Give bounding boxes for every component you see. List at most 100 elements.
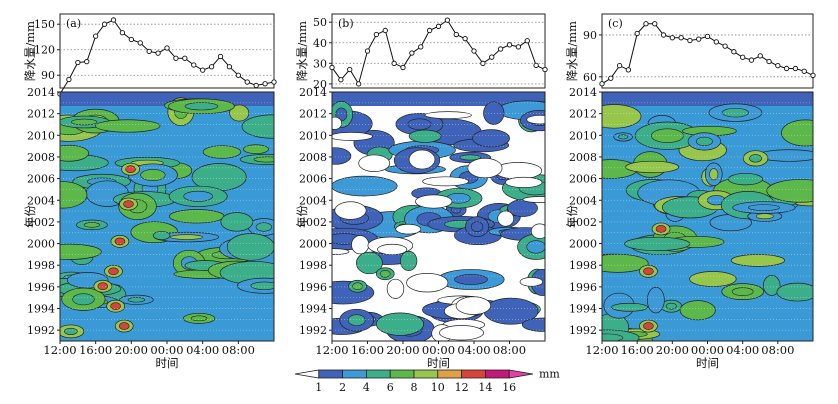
contour-region xyxy=(220,212,254,232)
data-point xyxy=(766,58,772,65)
contour-region xyxy=(406,273,449,293)
contour-region xyxy=(467,157,503,179)
contour-region xyxy=(253,156,274,163)
data-point xyxy=(262,81,268,87)
contour-region xyxy=(415,194,453,209)
y-tick-label: 1996 xyxy=(569,281,597,294)
data-point xyxy=(704,33,711,39)
y-tick-label: 1992 xyxy=(27,324,55,337)
y-tick-label: 2008 xyxy=(27,151,55,164)
y-tick-label: 2012 xyxy=(299,108,327,121)
contour-region xyxy=(351,235,370,255)
contour-peak xyxy=(655,225,667,233)
contour-region xyxy=(347,314,366,326)
contour-region xyxy=(184,102,219,111)
contour-region xyxy=(776,282,813,302)
colorbar-tick-label: 12 xyxy=(455,381,469,394)
colorbar-swatch xyxy=(294,369,320,379)
contour-region xyxy=(521,317,545,332)
data-point xyxy=(271,79,277,85)
data-point xyxy=(329,64,335,71)
contour-peak xyxy=(643,322,654,330)
colorbar-swatch xyxy=(508,369,534,379)
y-tick-label: 2006 xyxy=(299,173,327,186)
contour-region xyxy=(170,234,203,240)
contour-peak xyxy=(97,282,109,291)
data-point xyxy=(119,30,126,36)
contour-region xyxy=(781,119,813,147)
y-tick-label: 120 xyxy=(34,44,55,57)
contour-region xyxy=(408,149,436,170)
contour-region xyxy=(497,210,515,227)
contour-region xyxy=(190,315,208,322)
data-point xyxy=(506,42,513,48)
line-y-axis-label: 降水量/mm xyxy=(23,21,37,81)
contour-region xyxy=(358,154,391,172)
panel-3: 60 90 (c) 降水量/mm 1992 1994 1996 1998 2000 2002 200… xyxy=(565,13,816,370)
contour-region xyxy=(602,333,624,341)
contour-region xyxy=(334,201,367,220)
data-point xyxy=(652,21,658,27)
data-point xyxy=(355,81,362,87)
x-tick-label: 12:00 xyxy=(315,343,348,357)
data-point xyxy=(542,66,548,73)
contour-region xyxy=(618,134,629,140)
data-point xyxy=(217,53,224,60)
colorbar-tick-label: 10 xyxy=(431,381,445,394)
y-tick-label: 2002 xyxy=(299,216,327,229)
x-tick-label: 08:00 xyxy=(222,343,255,357)
colorbar-swatch xyxy=(413,369,439,379)
contour-region xyxy=(395,223,422,235)
contour-region xyxy=(202,145,242,159)
data-point xyxy=(110,17,117,23)
data-point xyxy=(146,48,152,55)
contour-peak xyxy=(352,282,363,291)
data-point xyxy=(382,27,388,34)
line-chart: 20 30 40 50 (b) 降水量/mm xyxy=(295,13,548,91)
y-tick-label: 60 xyxy=(583,71,597,84)
contour-peak xyxy=(118,322,130,330)
contour-peak xyxy=(125,165,136,173)
y-tick-label: 1994 xyxy=(27,303,55,316)
contour-region xyxy=(731,287,754,296)
contour-region xyxy=(332,132,373,141)
contour-region xyxy=(727,173,763,186)
data-point xyxy=(713,39,719,45)
data-point xyxy=(801,68,807,74)
line-y-axis-label: 降水量/mm xyxy=(295,21,309,81)
y-tick-label: 2010 xyxy=(569,129,597,142)
contour-region xyxy=(400,250,418,271)
y-tick-label: 50 xyxy=(313,16,327,29)
y-tick-label: 2002 xyxy=(27,216,55,229)
data-point xyxy=(524,38,530,44)
contour-region xyxy=(422,176,469,187)
contour-region xyxy=(439,325,485,341)
data-point xyxy=(775,63,781,69)
contour-region xyxy=(408,129,442,143)
contour-region xyxy=(611,302,649,312)
data-point xyxy=(253,82,259,89)
x-tick-label: 00:00 xyxy=(150,343,183,357)
contour-region xyxy=(730,254,785,267)
contour-region xyxy=(602,253,649,273)
contour-map: 1992 1994 1996 1998 2000 2002 2004 2006 2008 2010… xyxy=(565,86,814,370)
x-tick-label: 04:00 xyxy=(457,343,490,357)
data-point xyxy=(643,21,649,27)
y-tick-label: 1996 xyxy=(299,281,327,294)
data-point xyxy=(471,48,477,54)
x-tick-label: 00:00 xyxy=(422,343,455,357)
contour-region xyxy=(71,118,98,126)
x-axis-label: 时间 xyxy=(156,356,179,370)
x-tick-label: 20:00 xyxy=(656,343,689,357)
contour-region xyxy=(665,302,677,310)
data-point xyxy=(155,50,161,56)
data-point xyxy=(244,79,250,85)
contour-region xyxy=(250,281,274,290)
contour-region xyxy=(95,119,161,133)
data-point xyxy=(480,60,486,66)
data-point xyxy=(235,72,241,78)
y-tick-label: 2004 xyxy=(569,194,597,207)
data-point xyxy=(599,81,605,87)
colorbar-swatch xyxy=(484,369,510,379)
data-point xyxy=(453,31,459,38)
